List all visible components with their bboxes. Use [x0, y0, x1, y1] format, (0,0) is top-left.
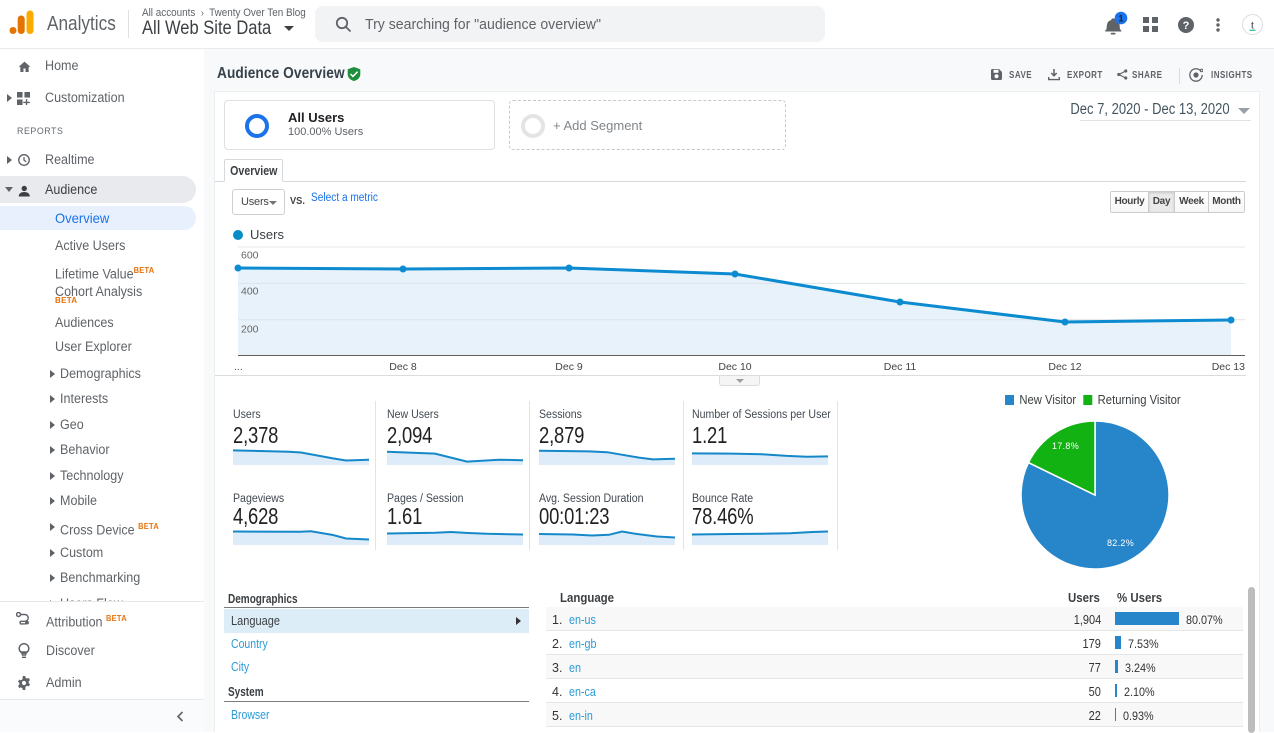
svg-text:Dec 8: Dec 8	[389, 361, 417, 373]
svg-text:...: ...	[234, 361, 243, 373]
svg-text:400: 400	[241, 286, 259, 298]
svg-text:600: 600	[241, 250, 259, 262]
svg-text:200: 200	[241, 324, 259, 336]
svg-text:1: 1	[1118, 13, 1124, 24]
svg-text:Dec 11: Dec 11	[884, 361, 917, 373]
svg-text:Dec 13: Dec 13	[1212, 361, 1245, 373]
svg-text:Dec 9: Dec 9	[555, 361, 583, 373]
svg-text:t: t	[1251, 18, 1255, 32]
svg-text:Dec 10: Dec 10	[718, 361, 751, 373]
svg-text:Dec 12: Dec 12	[1048, 361, 1081, 373]
svg-text:?: ?	[1183, 20, 1190, 32]
